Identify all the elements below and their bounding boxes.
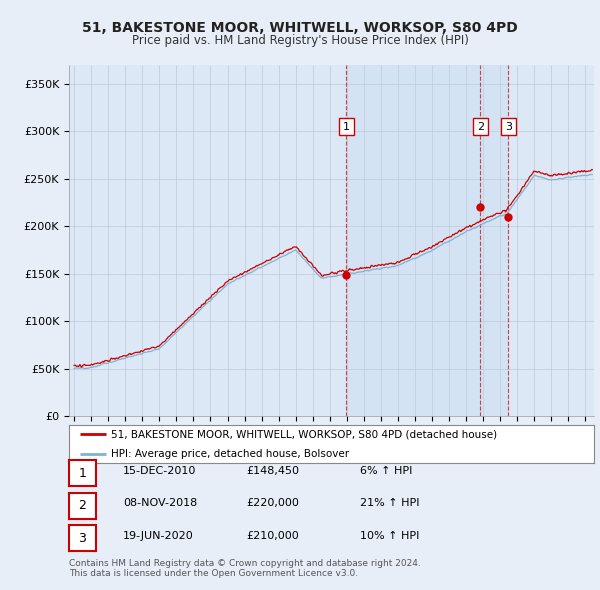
Text: 2: 2 <box>79 499 86 512</box>
Text: HPI: Average price, detached house, Bolsover: HPI: Average price, detached house, Bols… <box>111 448 349 458</box>
Text: £148,450: £148,450 <box>246 466 299 476</box>
Text: 15-DEC-2010: 15-DEC-2010 <box>123 466 196 476</box>
Text: 51, BAKESTONE MOOR, WHITWELL, WORKSOP, S80 4PD (detached house): 51, BAKESTONE MOOR, WHITWELL, WORKSOP, S… <box>111 430 497 440</box>
Text: £210,000: £210,000 <box>246 531 299 540</box>
Text: Contains HM Land Registry data © Crown copyright and database right 2024.: Contains HM Land Registry data © Crown c… <box>69 559 421 568</box>
Bar <box>481 65 508 416</box>
Text: 2: 2 <box>477 122 484 132</box>
Text: 1: 1 <box>79 467 86 480</box>
Text: £220,000: £220,000 <box>246 499 299 508</box>
Text: 51, BAKESTONE MOOR, WHITWELL, WORKSOP, S80 4PD: 51, BAKESTONE MOOR, WHITWELL, WORKSOP, S… <box>82 21 518 35</box>
Bar <box>346 65 481 416</box>
Text: Price paid vs. HM Land Registry's House Price Index (HPI): Price paid vs. HM Land Registry's House … <box>131 34 469 47</box>
Text: This data is licensed under the Open Government Licence v3.0.: This data is licensed under the Open Gov… <box>69 569 358 578</box>
Text: 10% ↑ HPI: 10% ↑ HPI <box>360 531 419 540</box>
Text: 1: 1 <box>343 122 350 132</box>
Text: 19-JUN-2020: 19-JUN-2020 <box>123 531 194 540</box>
Text: 3: 3 <box>505 122 512 132</box>
Text: 3: 3 <box>79 532 86 545</box>
Text: 6% ↑ HPI: 6% ↑ HPI <box>360 466 412 476</box>
Text: 21% ↑ HPI: 21% ↑ HPI <box>360 499 419 508</box>
Text: 08-NOV-2018: 08-NOV-2018 <box>123 499 197 508</box>
